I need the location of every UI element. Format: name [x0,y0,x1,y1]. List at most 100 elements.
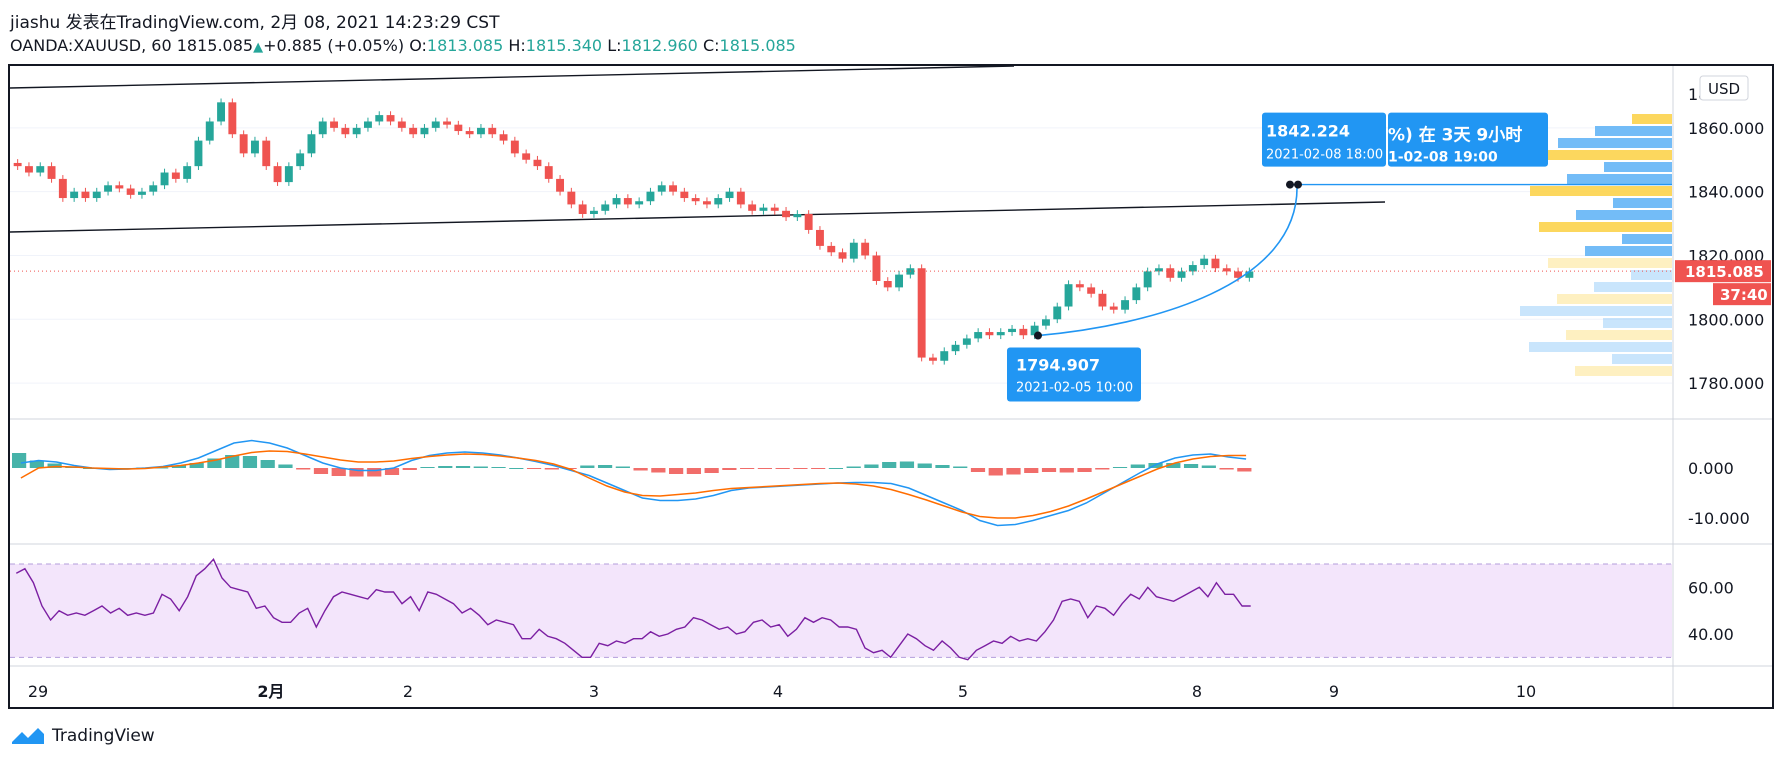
candle-body[interactable] [1053,306,1062,320]
candle-body[interactable] [375,115,384,122]
candle-body[interactable] [58,178,67,199]
macd-histogram-bar[interactable] [154,467,169,469]
macd-histogram-bar[interactable] [757,468,773,469]
footer[interactable]: TradingView [10,726,155,746]
candle-body[interactable] [883,281,892,288]
candle-body[interactable] [804,214,813,230]
macd-histogram-bar[interactable] [651,468,666,473]
candle-body[interactable] [431,121,440,128]
candle-body[interactable] [36,166,45,173]
candle-body[interactable] [669,185,678,192]
candle-body[interactable] [194,140,203,167]
candle-body[interactable] [205,121,214,141]
macd-histogram-bar[interactable] [615,466,630,469]
candle-body[interactable] [680,191,689,199]
candle-body[interactable] [1019,328,1028,336]
macd-histogram-bar[interactable] [349,468,364,477]
macd-histogram-bar[interactable] [669,468,684,474]
candle-body[interactable] [849,242,858,259]
candle-body[interactable] [284,166,293,183]
macd-histogram-bar[interactable] [1201,465,1216,469]
macd-histogram-bar[interactable] [296,468,311,470]
candle-body[interactable] [793,214,802,218]
candle-body[interactable] [544,166,553,179]
candle-body[interactable] [962,338,971,345]
macd-histogram-bar[interactable] [1112,467,1128,468]
candle-body[interactable] [465,131,474,135]
candle-body[interactable] [759,207,768,211]
candle-body[interactable] [115,185,124,189]
candle-body[interactable] [702,201,711,205]
macd-histogram-bar[interactable] [473,466,488,469]
candle-body[interactable] [81,191,90,199]
candle-body[interactable] [589,210,598,214]
candle-body[interactable] [928,357,937,361]
candle-body[interactable] [1109,306,1118,310]
anchor-point[interactable] [1034,331,1042,340]
candle-body[interactable] [567,191,576,205]
candle-body[interactable] [985,332,994,336]
candle-body[interactable] [510,140,519,154]
candle-body[interactable] [262,140,271,167]
candle-body[interactable] [149,185,158,192]
anchor-point[interactable] [1286,180,1294,189]
candle-body[interactable] [330,121,339,128]
projection-callout[interactable] [1262,112,1386,167]
macd-signal-line[interactable] [20,450,1247,519]
candle-body[interactable] [522,153,531,160]
macd-histogram-bar[interactable] [828,468,844,469]
currency-button[interactable] [1699,75,1749,101]
macd-histogram-bar[interactable] [225,455,240,468]
candle-body[interactable] [499,134,508,141]
candle-body[interactable] [1188,265,1197,272]
candle-body[interactable] [556,178,565,192]
candle-body[interactable] [736,191,745,205]
candle-body[interactable] [239,134,248,154]
candle-body[interactable] [1121,300,1130,310]
macd-histogram-bar[interactable] [864,464,879,469]
candle-body[interactable] [137,191,146,195]
candle-body[interactable] [341,127,350,135]
macd-histogram-bar[interactable] [775,468,790,469]
macd-histogram-bar[interactable] [1059,468,1074,473]
candle-body[interactable] [160,172,169,186]
candle-body[interactable] [1200,258,1209,266]
macd-histogram-bar[interactable] [438,466,453,468]
candle-body[interactable] [104,185,113,192]
candle-body[interactable] [409,127,418,135]
macd-histogram-bar[interactable] [47,463,62,469]
candle-body[interactable] [92,191,101,199]
candle-body[interactable] [1177,271,1186,278]
macd-histogram-bar[interactable] [935,465,950,468]
macd-histogram-bar[interactable] [29,460,44,469]
trendline-upper[interactable] [9,65,1015,89]
candle-body[interactable] [623,198,632,205]
candle-body[interactable] [895,274,904,288]
candle-body[interactable] [250,140,259,154]
candle-body[interactable] [601,204,610,211]
candle-body[interactable] [13,162,22,167]
candle-body[interactable] [1098,293,1107,307]
anchor-point[interactable] [1294,180,1302,189]
macd-histogram-bar[interactable] [1166,463,1181,468]
macd-histogram-bar[interactable] [1024,468,1039,473]
macd-histogram-bar[interactable] [384,468,400,475]
candle-body[interactable] [307,134,316,154]
candle-body[interactable] [725,191,734,199]
candle-body[interactable] [815,229,824,246]
candle-body[interactable] [1041,319,1050,326]
candle-body[interactable] [714,198,723,205]
rsi-line[interactable] [15,558,1251,661]
candle-body[interactable] [861,242,870,256]
macd-histogram-bar[interactable] [740,468,755,469]
candle-body[interactable] [1234,271,1243,278]
macd-histogram-bar[interactable] [242,456,258,468]
candle-body[interactable] [296,153,305,167]
candle-body[interactable] [171,172,180,179]
candle-body[interactable] [782,210,791,218]
candle-body[interactable] [691,198,700,202]
macd-histogram-bar[interactable] [331,468,346,476]
candle-body[interactable] [838,252,847,259]
candle-body[interactable] [183,166,192,179]
